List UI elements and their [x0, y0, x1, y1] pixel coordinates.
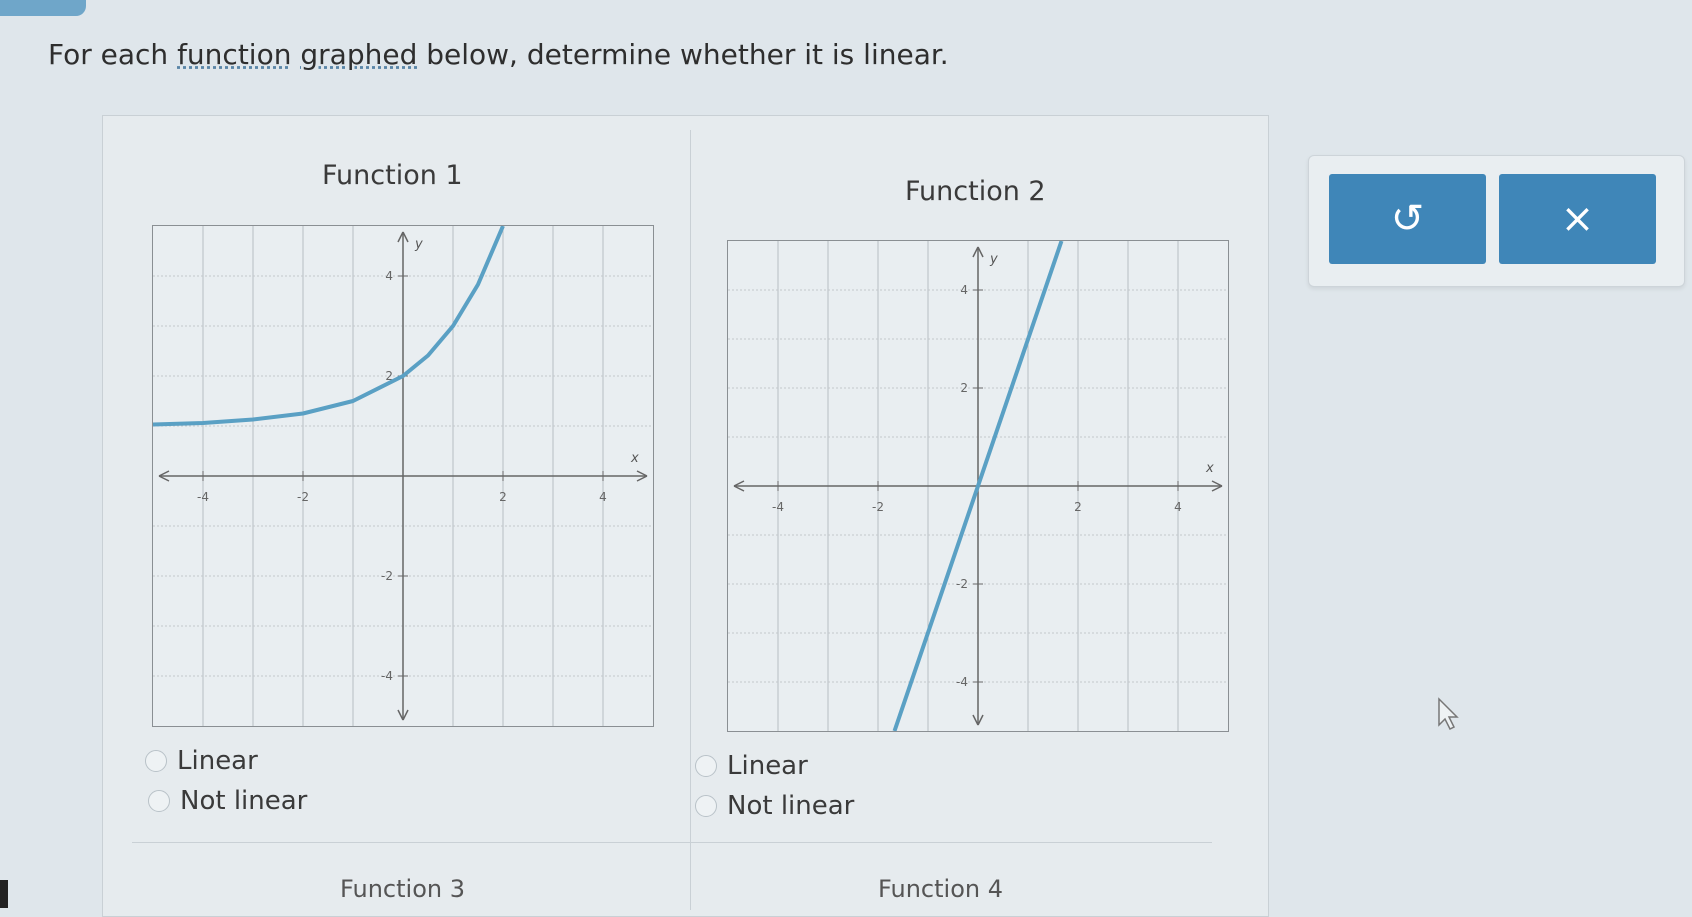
- y-axis-arrows: [972, 246, 984, 726]
- y-tick-label: 4: [385, 269, 393, 283]
- action-buttons-panel: ↺ ×: [1308, 155, 1685, 287]
- x-tick-label: 2: [1074, 500, 1082, 514]
- x-tick-label: 2: [499, 490, 507, 504]
- x-tick-label: -4: [197, 490, 209, 504]
- function-1-linear-option[interactable]: Linear: [145, 746, 258, 776]
- y-tick-label: -2: [956, 577, 968, 591]
- top-tab: [0, 0, 86, 16]
- question-suffix: below, determine whether it is linear.: [417, 38, 949, 71]
- function-1-not-linear-option[interactable]: Not linear: [148, 786, 307, 816]
- radio-button[interactable]: [695, 755, 717, 777]
- x-axis-arrows: [733, 480, 1223, 492]
- function-2-title: Function 2: [905, 176, 1046, 207]
- y-tick-label: 2: [960, 381, 968, 395]
- option-label: Linear: [727, 751, 808, 781]
- mouse-cursor-icon: [1438, 697, 1459, 731]
- function-1-title: Function 1: [322, 160, 463, 191]
- close-icon: ×: [1560, 196, 1595, 242]
- function-2-linear-option[interactable]: Linear: [695, 751, 808, 781]
- row-divider: [132, 842, 1212, 843]
- function-3-title: Function 3: [340, 875, 465, 903]
- x-tick-label: -2: [872, 500, 884, 514]
- option-label: Linear: [177, 746, 258, 776]
- x-tick-label: -2: [297, 490, 309, 504]
- x-tick-label: 4: [1174, 500, 1182, 514]
- y-axis-label: y: [414, 237, 423, 252]
- function-2-not-linear-option[interactable]: Not linear: [695, 791, 854, 821]
- function-curve: [153, 226, 505, 427]
- option-label: Not linear: [727, 791, 855, 821]
- x-tick-label: -4: [772, 500, 784, 514]
- radio-button[interactable]: [148, 790, 170, 812]
- question-text: For each function graphed below, determi…: [48, 38, 949, 71]
- option-label: Not linear: [180, 786, 308, 816]
- x-axis-label: x: [1205, 461, 1214, 476]
- undo-icon: ↺: [1390, 196, 1425, 242]
- function-1-graph: x y -4 -2 2 4 4 2 -2 -4: [152, 225, 654, 727]
- function-4-title: Function 4: [878, 875, 1003, 903]
- y-tick-label: -4: [956, 675, 968, 689]
- function-link[interactable]: function: [177, 38, 292, 71]
- x-axis-arrows: [158, 470, 648, 482]
- y-axis-arrows: [397, 231, 409, 721]
- y-tick-label: -2: [381, 569, 393, 583]
- screen-edge: [0, 880, 8, 908]
- function-curve: [892, 241, 1064, 731]
- undo-button[interactable]: ↺: [1329, 174, 1486, 264]
- x-axis-label: x: [630, 451, 639, 466]
- function-2-graph: x y -4 -2 2 4 4 2 -2 -4: [727, 240, 1229, 732]
- clear-button[interactable]: ×: [1499, 174, 1656, 264]
- question-prefix: For each: [48, 38, 178, 71]
- y-tick-label: 2: [385, 369, 393, 383]
- radio-button[interactable]: [695, 795, 717, 817]
- y-tick-label: 4: [960, 283, 968, 297]
- radio-button[interactable]: [145, 750, 167, 772]
- graphed-link[interactable]: graphed: [300, 38, 418, 71]
- x-tick-label: 4: [599, 490, 607, 504]
- column-divider: [690, 130, 691, 910]
- y-tick-label: -4: [381, 669, 393, 683]
- y-axis-label: y: [989, 252, 998, 267]
